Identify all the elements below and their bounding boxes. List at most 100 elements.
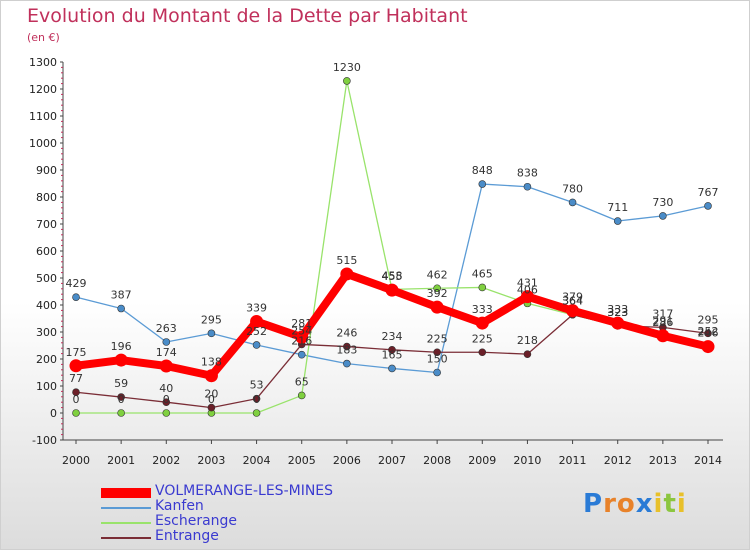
x-tick-label: 2005: [288, 454, 316, 467]
x-tick-label: 2009: [468, 454, 496, 467]
data-point-2: [478, 283, 487, 292]
data-point-1: [568, 198, 577, 207]
y-tick-label: 1300: [29, 56, 57, 69]
data-point-0: [430, 300, 444, 314]
x-tick-label: 2010: [513, 454, 541, 467]
data-point-3: [388, 346, 396, 354]
data-label-1: 183: [336, 344, 357, 357]
logo-letter: P: [583, 489, 604, 519]
y-tick-label: 0: [50, 407, 57, 420]
data-point-3: [704, 329, 712, 338]
legend-label: VOLMERANGE-LES-MINES: [155, 483, 334, 499]
data-point-0: [295, 330, 309, 344]
data-point-0: [114, 353, 128, 367]
x-tick-label: 2014: [694, 454, 722, 467]
data-point-0: [385, 283, 399, 297]
data-label-3: 246: [336, 327, 357, 340]
data-label-2: 0: [163, 393, 170, 406]
x-tick-label: 2007: [378, 454, 406, 467]
data-point-0: [701, 340, 715, 354]
data-point-1: [297, 350, 306, 359]
x-tick-label: 2004: [243, 454, 271, 467]
logo-letter: x: [635, 489, 654, 519]
proxiti-logo: Proxiti: [583, 489, 687, 519]
logo-letter: o: [616, 489, 636, 519]
y-tick-label: 800: [36, 191, 57, 204]
data-point-1: [659, 212, 667, 220]
data-label-1: 387: [111, 289, 132, 302]
legend-swatch-volmerange: [101, 488, 151, 498]
y-tick-label: 300: [36, 326, 57, 339]
data-label-1: 848: [472, 164, 493, 177]
data-label-2: 252: [698, 325, 719, 338]
data-point-1: [72, 293, 80, 301]
legend-item-escherange: Escherange: [101, 513, 401, 530]
data-label-3: 77: [69, 372, 83, 385]
x-tick-label: 2001: [107, 454, 135, 467]
logo-letter: i: [653, 489, 664, 519]
x-tick-label: 2012: [604, 454, 632, 467]
x-tick-label: 2008: [423, 454, 451, 467]
legend-swatch-entrange: [101, 537, 151, 539]
data-label-0: 175: [66, 346, 87, 359]
legend-item-volmerange: VOLMERANGE-LES-MINES: [101, 483, 401, 500]
data-point-3: [343, 342, 351, 351]
data-point-3: [117, 393, 125, 401]
data-point-0: [159, 359, 173, 373]
data-label-0: 246: [698, 327, 719, 340]
data-point-0: [566, 304, 580, 318]
data-label-1: 263: [156, 322, 177, 335]
data-label-0: 174: [156, 346, 177, 359]
data-point-0: [204, 369, 218, 383]
data-point-0: [69, 359, 83, 373]
data-label-3: 20: [204, 388, 218, 401]
data-label-3: 40: [159, 382, 173, 395]
data-point-3: [523, 350, 532, 358]
data-label-3: 59: [114, 377, 128, 390]
data-label-0: 339: [246, 301, 267, 314]
y-tick-label: 1200: [29, 83, 57, 96]
data-label-0: 333: [607, 303, 628, 316]
data-label-1: 252: [246, 325, 267, 338]
x-tick-label: 2013: [649, 454, 677, 467]
data-label-1: 711: [607, 201, 628, 214]
legend-item-entrange: Entrange: [101, 528, 401, 545]
data-label-3: 218: [517, 334, 538, 347]
data-point-0: [475, 316, 489, 330]
chart-unit: (en €): [27, 31, 60, 44]
data-point-1: [704, 202, 712, 210]
data-point-3: [72, 388, 80, 397]
data-label-2: 406: [517, 283, 538, 296]
y-tick-label: 500: [36, 272, 57, 285]
data-label-0: 379: [562, 291, 583, 304]
data-label-0: 392: [427, 287, 448, 300]
legend-label: Kanfen: [155, 498, 204, 514]
data-point-1: [117, 304, 125, 313]
data-label-2: 0: [253, 393, 260, 406]
data-point-2: [297, 391, 306, 400]
data-point-2: [433, 284, 441, 293]
data-label-1: 216: [291, 335, 312, 348]
data-label-3: 225: [472, 332, 493, 345]
data-label-1: 767: [698, 186, 719, 199]
logo-letter: i: [676, 489, 687, 519]
data-label-2: 323: [607, 306, 628, 319]
data-point-1: [613, 217, 622, 225]
legend-swatch-escherange: [101, 522, 151, 524]
data-point-0: [611, 316, 625, 330]
data-point-2: [72, 409, 80, 417]
data-point-1: [343, 359, 351, 368]
data-label-0: 455: [382, 270, 403, 283]
data-label-3: 295: [698, 313, 719, 326]
data-label-0: 431: [517, 277, 538, 290]
data-point-0: [520, 290, 534, 304]
data-label-2: 462: [427, 268, 448, 281]
data-point-1: [478, 180, 487, 188]
data-point-1: [207, 329, 216, 338]
legend-swatch-kanfen: [101, 507, 151, 509]
data-label-2: 458: [382, 269, 403, 282]
data-point-1: [433, 368, 441, 377]
data-point-1: [162, 338, 171, 346]
data-label-3: 364: [562, 295, 583, 308]
